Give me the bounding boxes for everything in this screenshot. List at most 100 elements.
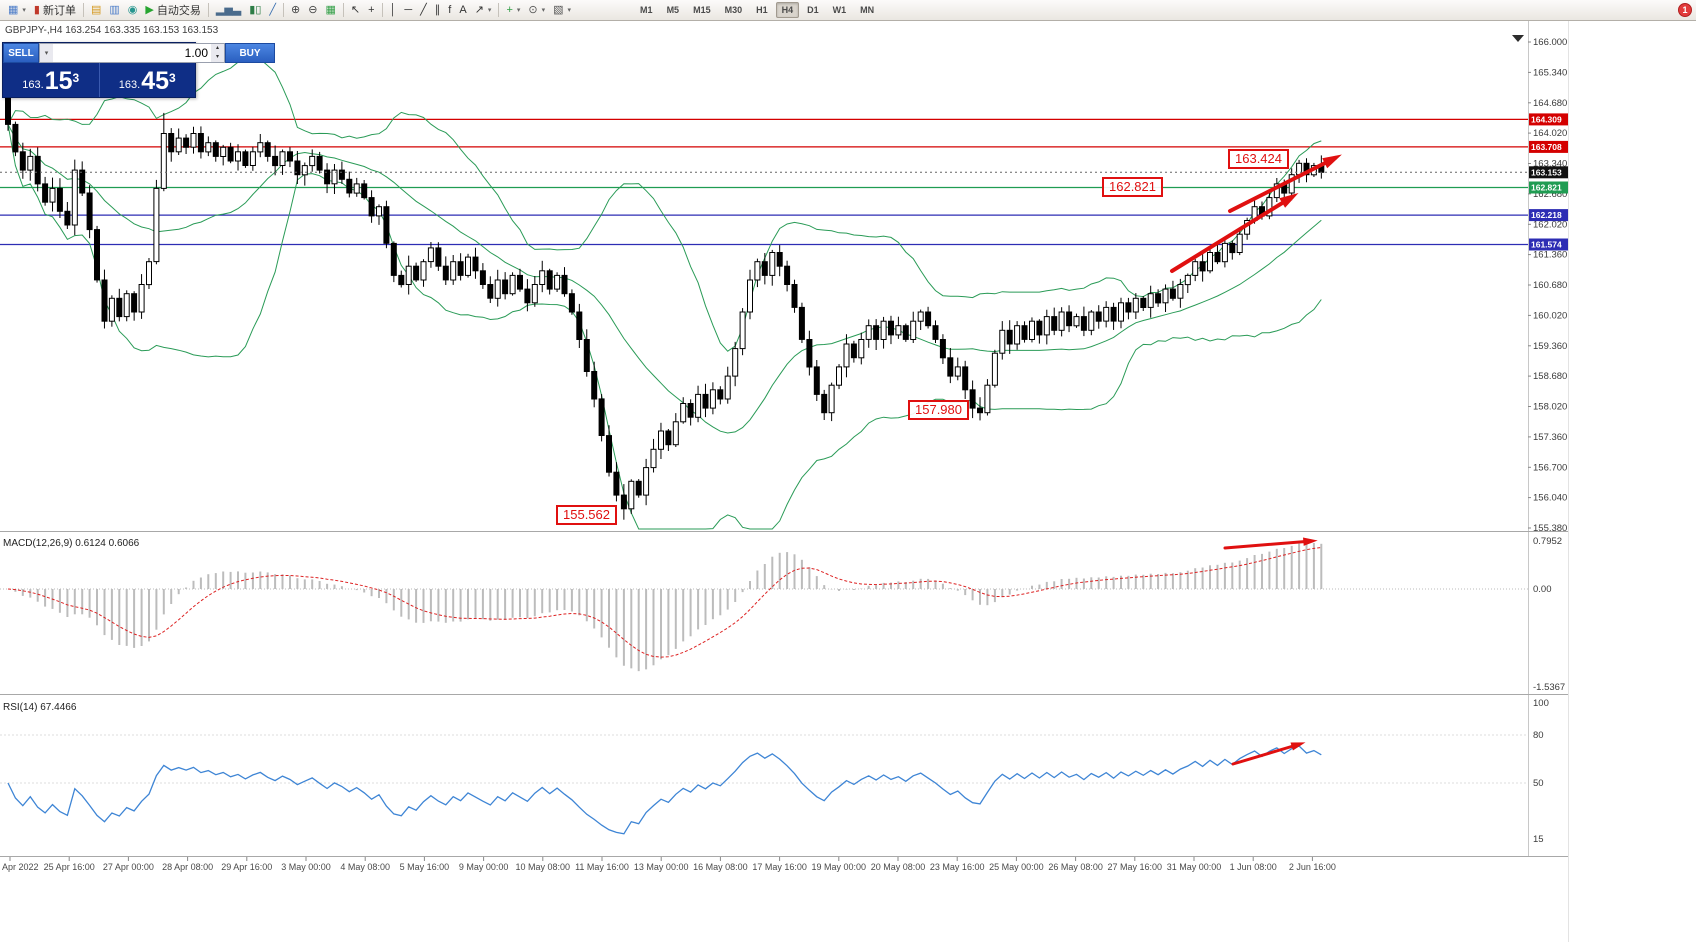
tile-windows-icon: ▦ (325, 3, 336, 16)
svg-text:162.218: 162.218 (1531, 210, 1562, 220)
timeframe-m5[interactable]: M5 (666, 5, 680, 15)
notification-badge[interactable]: 1 (1678, 3, 1692, 17)
chart-shift-marker-icon (1512, 35, 1524, 42)
time-axis-label: 1 Jun 08:00 (1230, 862, 1277, 872)
timeframe-h4[interactable]: H4 (775, 2, 800, 18)
trend-arrow[interactable] (1322, 154, 1342, 169)
arrows-tool-button[interactable]: ↗ ▾ (471, 2, 496, 19)
channel-button[interactable]: ∥ (431, 2, 445, 19)
zoom-out-button[interactable]: ⊖ (304, 2, 321, 19)
line-chart-button[interactable]: ╱ (265, 2, 280, 19)
svg-text:155.380: 155.380 (1533, 523, 1567, 534)
auto-trading-button-label: 自动交易 (156, 5, 201, 17)
timeframe-d1[interactable]: D1 (807, 5, 819, 15)
price-annotation[interactable]: 163.424 (1228, 149, 1289, 169)
price-tag (1529, 209, 1568, 222)
timeframe-mn[interactable]: MN (860, 5, 875, 15)
toolbar-separator (342, 3, 344, 17)
svg-text:165.340: 165.340 (1533, 67, 1567, 78)
crosshair-button[interactable]: + (364, 2, 378, 19)
svg-text:159.360: 159.360 (1533, 341, 1567, 352)
fibonacci-button[interactable]: f (444, 2, 455, 19)
svg-text:0.7952: 0.7952 (1533, 536, 1562, 547)
time-axis-label: 27 Apr 00:00 (103, 862, 154, 872)
trendline-button[interactable]: ╱ (416, 2, 431, 19)
volume-down-icon[interactable]: ▾ (215, 54, 219, 60)
price-annotation[interactable]: 157.980 (908, 400, 969, 420)
toolbar-separator (498, 3, 500, 17)
time-axis-label: 5 May 16:00 (400, 862, 450, 872)
time-axis-label: 28 Apr 08:00 (162, 862, 213, 872)
templates-button[interactable]: ▧ ▾ (549, 2, 575, 19)
templates-icon: ▧ (553, 3, 564, 16)
price-annotation[interactable]: 155.562 (556, 505, 617, 525)
trend-arrow[interactable] (1303, 537, 1318, 546)
volume-input[interactable] (53, 44, 211, 62)
navigator-button[interactable]: ◉ (124, 2, 142, 19)
volume-dropdown-icon[interactable]: ▾ (40, 44, 53, 62)
new-order-button[interactable]: ▮ 新订单 (30, 2, 80, 19)
toolbar-separator (207, 3, 209, 17)
sell-button[interactable]: SELL (3, 43, 39, 63)
indicators-button[interactable]: + ▾ (502, 2, 524, 19)
candles-layer (0, 52, 1528, 520)
svg-text:163.340: 163.340 (1533, 159, 1567, 170)
svg-text:162.020: 162.020 (1533, 219, 1567, 230)
bid-price[interactable]: 163. 15 3 (3, 63, 99, 97)
timeframe-h1[interactable]: H1 (756, 5, 768, 15)
time-axis-label: 31 May 00:00 (1167, 862, 1222, 872)
zoom-out-icon: ⊖ (308, 3, 318, 16)
trend-arrow[interactable] (1279, 193, 1299, 208)
time-axis-label: 16 May 08:00 (693, 862, 748, 872)
svg-text:50: 50 (1533, 778, 1544, 789)
ask-price[interactable]: 163. 45 3 (98, 63, 196, 97)
zoom-in-icon: ⊕ (291, 3, 301, 16)
ask-price-main: 45 (141, 67, 170, 95)
cursor-button[interactable]: ↖ (347, 2, 364, 19)
timeframe-m15[interactable]: M15 (693, 5, 711, 15)
text-button[interactable]: A (455, 2, 470, 19)
chart-window[interactable]: 166.000 165.340 164.680 164.020 163.340 162.6… (0, 21, 1696, 942)
vertical-line-button[interactable]: │ (386, 2, 401, 19)
zoom-in-button[interactable]: ⊕ (287, 2, 304, 19)
time-axis-label: 26 May 08:00 (1048, 862, 1103, 872)
market-watch-button[interactable]: ▥ (105, 2, 123, 19)
svg-text:156.040: 156.040 (1533, 493, 1567, 504)
horizontal-lines-layer (0, 118, 1528, 246)
cursor-icon: ↖ (350, 3, 361, 16)
horizontal-line-button[interactable]: ─ (400, 2, 416, 19)
price-annotation[interactable]: 162.821 (1102, 177, 1163, 197)
new-chart-button[interactable]: ▦ ▾ (4, 2, 30, 19)
timeframe-m1[interactable]: M1 (640, 5, 653, 15)
timeframe-m30[interactable]: M30 (724, 5, 743, 15)
timeframe-w1[interactable]: W1 (832, 5, 847, 15)
bar-chart-button[interactable]: ▂▅▃ (212, 2, 245, 19)
buy-button[interactable]: BUY (225, 43, 275, 63)
one-click-trading-widget: SELL ▾ ▴▾ BUY 163.153 163.453 (2, 42, 275, 98)
chart-canvas[interactable]: 166.000 165.340 164.680 164.020 163.340 162.6… (0, 21, 1696, 942)
horizontal-line-icon: ─ (404, 3, 413, 16)
bid-price-prefix: 163. (22, 79, 44, 91)
volume-stepper[interactable]: ▴ ▾ (211, 44, 224, 62)
time-axis-label: 25 Apr 16:00 (44, 862, 95, 872)
toolbar-separator (82, 3, 84, 17)
time-axis-label: 13 May 00:00 (634, 862, 689, 872)
toolbar-separator (283, 3, 284, 17)
svg-text:162.821: 162.821 (1531, 182, 1562, 192)
time-axis-label: 4 May 08:00 (340, 862, 390, 872)
price-tag (1529, 238, 1568, 251)
profiles-button[interactable]: ▤ (87, 2, 105, 19)
trend-arrow[interactable] (1290, 742, 1306, 751)
auto-trading-button[interactable]: ▶ 自动交易 (141, 2, 204, 19)
time-axis-label: Apr 2022 (2, 862, 39, 872)
svg-text:80: 80 (1533, 730, 1544, 741)
svg-text:158.020: 158.020 (1533, 402, 1567, 413)
tile-windows-button[interactable]: ▦ (321, 2, 339, 19)
candlestick-chart-button[interactable]: ▮▯ (245, 2, 265, 19)
price-tag (1529, 181, 1568, 194)
price-tag (1529, 140, 1568, 153)
periods-button[interactable]: ⊙ ▾ (524, 2, 549, 19)
volume-up-icon[interactable]: ▴ (215, 45, 219, 51)
time-axis-label: 19 May 00:00 (812, 862, 867, 872)
svg-text:164.020: 164.020 (1533, 128, 1567, 139)
